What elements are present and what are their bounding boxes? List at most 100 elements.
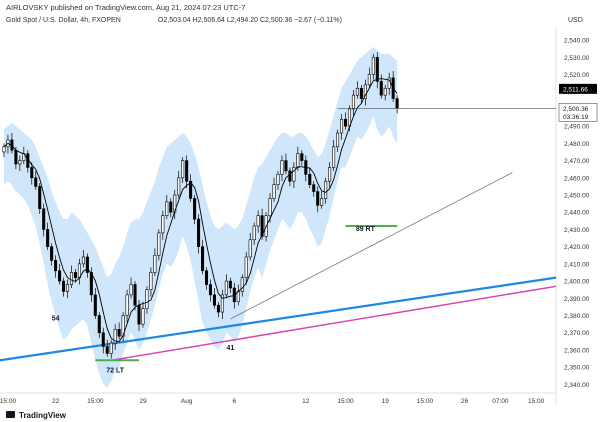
candle-body [383,87,387,96]
candle-body [276,174,280,185]
candle-body [288,170,292,182]
time-tick-label: 6 [233,398,237,405]
tradingview-brand: TradingView [19,411,67,420]
candle-body [93,294,97,316]
time-tick-label: 29 [139,398,147,405]
candle-body [308,174,312,185]
time-tick-label: 19 [382,398,390,405]
candle-body [216,304,220,313]
price-tick-label: 2,420.00 [564,244,590,251]
price-tick-label: 2,350.00 [564,365,590,372]
publisher-line: AIRLOVSKY published on TradingView.com, … [6,3,245,12]
ohlc-line: O2,503.04 H2,506.64 L2,494.20 C2,500.36 … [158,17,342,24]
moving-average [3,78,398,343]
price-tick-label: 2,440.00 [564,210,590,217]
annotation-label: 54 [52,316,60,323]
time-tick-label: 07:00 [492,398,509,405]
candle-body [30,167,34,179]
candle-body [204,270,209,285]
price-tick-label: 2,450.00 [564,193,590,200]
time-tick-label: 26 [461,398,469,405]
candle-body [97,315,101,334]
tradingview-logo: TradingView [6,411,67,420]
candle-body [58,270,62,282]
candle-body [2,146,6,153]
time-tick-label: 12 [302,398,310,405]
candle-body [85,256,89,273]
candle-body [101,332,105,347]
candle-body [117,328,121,337]
candle-body [336,132,340,148]
price-tick-label: 2,520.00 [564,72,590,79]
price-tick-label: 2,430.00 [564,227,590,234]
price-tick-label: 2,380.00 [564,313,590,320]
price-tick-label: 2,490.00 [564,124,590,131]
annotation-label: 72 LT [106,367,124,374]
annotation-label: 41 [226,345,234,352]
candle-body [193,198,197,220]
candle-body [316,191,320,206]
candle-body [240,277,244,292]
candle-body [228,280,232,289]
candle-body [161,215,165,234]
candle-body [224,280,228,296]
time-tick-label: 15:00 [337,398,354,405]
candle-body [165,201,169,216]
candle-body [133,284,137,306]
price-tick-label: 2,370.00 [564,330,590,337]
price-tick-label: 2,470.00 [564,158,590,165]
time-axis: 15:00 22 15:00 29 Aug 6 12 15:00 19 15:00 26 07:00 1… [0,398,545,405]
bollinger-band [4,46,398,388]
candle-body [300,153,304,161]
candle-body [268,198,272,216]
time-tick-label: Aug [181,398,193,405]
candle-body [320,198,324,206]
annotation-label: 89 RT [356,226,376,233]
candle-body [50,246,54,261]
candle-body [375,56,379,82]
candle-body [343,118,348,127]
candle-body [109,342,113,354]
trendline-magenta [111,285,557,361]
candle-body [46,229,50,247]
candle-body [379,81,383,96]
price-tick-label: 2,340.00 [564,382,590,389]
candle-body [73,272,77,278]
currency-label: USD [568,17,583,24]
ma-line [3,78,398,343]
last-price-badge [559,83,597,94]
candle-body [395,98,399,109]
price-tick-label: 2,530.00 [564,55,590,62]
candle-body [312,184,316,192]
candle-body [355,87,359,96]
candle-body [371,56,375,75]
candle-body [129,284,133,296]
candle-body [324,180,328,199]
price-tick-label: 2,390.00 [564,296,590,303]
countdown-label: 03:36:19 [563,114,589,121]
candle-body [244,256,248,278]
current-price-badge [558,103,598,122]
trendline-thin [230,172,513,320]
candle-body [141,308,145,325]
time-tick-label: 15:00 [87,398,104,405]
candle-body [340,118,344,134]
candle-body [62,280,66,292]
candle-body [332,146,336,168]
price-tick-label: 2,460.00 [564,175,590,182]
candle-body [181,160,185,179]
candle-body [260,215,264,237]
time-tick-label: 22 [52,398,60,405]
candle-body [177,177,181,196]
candle-body [197,218,201,247]
last-price-label: 2,511.66 [563,86,588,93]
candle-body [272,184,276,199]
annotations: 54 72 LT 41 89 RT [52,224,398,374]
candle-body [201,246,205,272]
candle-body [38,186,42,210]
band-area [4,46,398,388]
candle-body [153,254,157,273]
